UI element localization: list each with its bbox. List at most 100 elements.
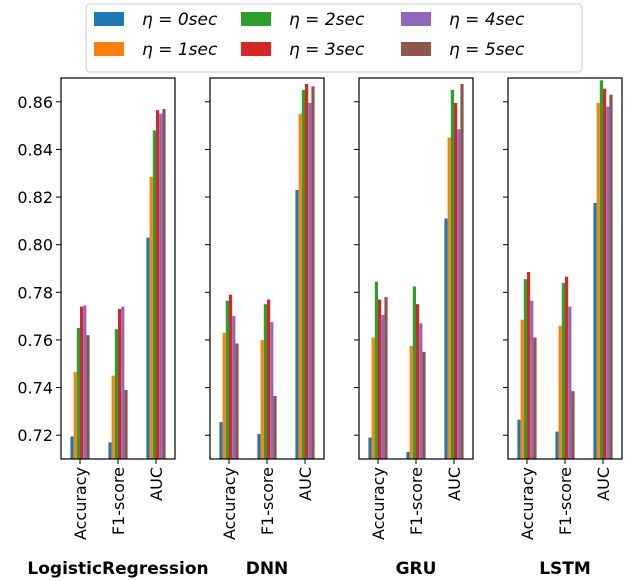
bar bbox=[374, 281, 378, 459]
bar bbox=[530, 300, 534, 459]
legend-swatch bbox=[94, 42, 124, 56]
bar bbox=[159, 113, 163, 459]
x-tick-label: AUC bbox=[594, 467, 613, 501]
bar bbox=[162, 108, 166, 460]
panel-frame bbox=[209, 77, 325, 460]
bar bbox=[565, 276, 569, 459]
bar bbox=[152, 130, 156, 459]
y-tick-label: 0.76 bbox=[17, 331, 53, 350]
bar bbox=[450, 89, 454, 459]
legend-box bbox=[85, 3, 583, 73]
bar bbox=[267, 299, 271, 459]
bar bbox=[561, 282, 565, 459]
panel-logisticregression: Accuracy F1-score AUC LogisticRegression bbox=[27, 77, 209, 579]
bar bbox=[571, 391, 575, 459]
legend-swatch bbox=[401, 12, 431, 26]
x-tick-label: Accuracy bbox=[369, 467, 388, 540]
bar bbox=[409, 345, 413, 459]
bar bbox=[533, 337, 537, 459]
legend-label: η = 1sec bbox=[142, 40, 218, 60]
bar bbox=[412, 286, 416, 459]
bar bbox=[70, 436, 74, 459]
legend-swatch bbox=[401, 42, 431, 56]
bar bbox=[457, 129, 461, 459]
y-tick-label: 0.82 bbox=[17, 188, 53, 207]
bar bbox=[368, 437, 372, 459]
bar bbox=[270, 322, 274, 459]
bar bbox=[257, 433, 261, 459]
panel-frame bbox=[507, 77, 623, 460]
panel-lstm: Accuracy F1-score AUC LSTM bbox=[503, 77, 623, 579]
legend-label: η = 2sec bbox=[289, 10, 365, 30]
y-tick-label: 0.72 bbox=[17, 426, 53, 445]
x-tick-label: AUC bbox=[296, 467, 315, 501]
bar bbox=[114, 329, 118, 459]
bar bbox=[146, 237, 150, 459]
bar bbox=[308, 103, 312, 460]
bar bbox=[118, 308, 122, 459]
bar bbox=[523, 279, 527, 459]
y-tick-label: 0.86 bbox=[17, 93, 53, 112]
bar bbox=[76, 328, 80, 459]
y-tick-label: 0.78 bbox=[17, 283, 53, 302]
y-tick-label: 0.84 bbox=[17, 140, 53, 159]
bar bbox=[555, 431, 559, 459]
bar bbox=[371, 337, 375, 459]
bar bbox=[295, 189, 299, 459]
y-tick-label: 0.74 bbox=[17, 379, 53, 398]
bar bbox=[305, 83, 309, 459]
bar bbox=[225, 300, 229, 459]
bar bbox=[121, 306, 125, 459]
bar bbox=[124, 389, 128, 459]
legend-label: η = 4sec bbox=[449, 10, 525, 30]
panel-title: GRU bbox=[396, 559, 437, 579]
bar bbox=[416, 304, 420, 459]
bar bbox=[517, 419, 521, 459]
bar bbox=[80, 306, 84, 459]
x-tick-label: Accuracy bbox=[71, 467, 90, 540]
bar bbox=[454, 103, 458, 460]
legend-swatch bbox=[241, 42, 271, 56]
legend-label: η = 5sec bbox=[449, 40, 525, 60]
bar bbox=[108, 442, 112, 459]
bar bbox=[558, 325, 562, 459]
bar bbox=[603, 88, 607, 459]
bar bbox=[606, 106, 610, 459]
chart-panels: Accuracy F1-score AUCLogisticRegressionAcc… bbox=[27, 77, 623, 579]
bar bbox=[86, 335, 90, 459]
bar bbox=[229, 294, 233, 459]
bar bbox=[460, 83, 464, 459]
bar bbox=[381, 314, 385, 459]
bar bbox=[111, 375, 115, 459]
bar bbox=[149, 176, 153, 459]
bar bbox=[609, 94, 613, 459]
panel-dnn: Accuracy F1-score AUC DNN bbox=[205, 77, 325, 579]
bar bbox=[447, 137, 451, 459]
bar bbox=[273, 395, 277, 459]
y-tick-label: 0.80 bbox=[17, 236, 53, 255]
x-tick-label: AUC bbox=[445, 467, 464, 501]
bar bbox=[520, 319, 524, 459]
bar bbox=[593, 203, 597, 459]
bar bbox=[568, 306, 572, 459]
bar bbox=[156, 110, 160, 459]
bar bbox=[298, 113, 302, 459]
x-tick-label: Accuracy bbox=[518, 467, 537, 540]
bar bbox=[406, 451, 410, 459]
x-tick-label: F1-score bbox=[258, 467, 277, 535]
bar bbox=[301, 89, 305, 459]
bar bbox=[596, 103, 600, 460]
panel-title: DNN bbox=[246, 559, 289, 579]
x-tick-label: AUC bbox=[147, 467, 166, 501]
legend-label: η = 0sec bbox=[142, 10, 218, 30]
legend-label: η = 3sec bbox=[289, 40, 365, 60]
bar bbox=[444, 218, 448, 459]
panel-frame bbox=[60, 77, 176, 460]
y-axis: 0.72 0.74 0.76 0.78 0.80 0.82 0.84 0.86 bbox=[17, 93, 61, 445]
legend-swatch bbox=[94, 12, 124, 26]
panel-title: LSTM bbox=[539, 559, 591, 579]
bar bbox=[232, 316, 236, 459]
x-tick-label: F1-score bbox=[556, 467, 575, 535]
bar bbox=[378, 299, 382, 459]
